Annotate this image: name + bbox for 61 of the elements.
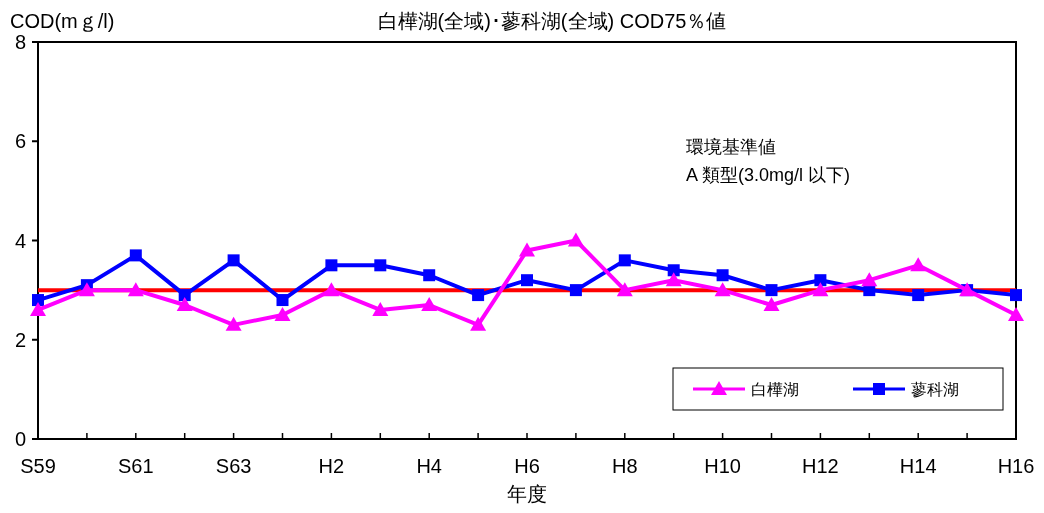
y-tick-label: 0 xyxy=(14,428,26,450)
point xyxy=(225,316,242,331)
y-tick-label: 8 xyxy=(14,31,26,53)
point xyxy=(667,264,680,277)
x-tick-label: H6 xyxy=(514,455,540,477)
point xyxy=(129,249,142,262)
y-axis-title: COD(mｇ/l) xyxy=(10,10,115,32)
point xyxy=(127,282,144,297)
point xyxy=(861,272,878,287)
x-tick-label: S59 xyxy=(20,455,56,477)
x-tick-label: H14 xyxy=(899,455,937,477)
legend-label: 白樺湖 xyxy=(751,380,799,398)
point xyxy=(421,297,438,312)
chart-title: 白樺湖(全域)･蓼科湖(全域) COD75％値 xyxy=(377,10,727,32)
annotation: 環境基準値 xyxy=(686,137,776,157)
point xyxy=(372,301,389,316)
y-tick-label: 6 xyxy=(14,130,26,153)
point xyxy=(1010,289,1022,302)
y-tick-label: 4 xyxy=(14,229,26,252)
point xyxy=(567,232,584,247)
x-tick-label: H2 xyxy=(318,455,345,477)
point xyxy=(472,289,485,302)
point xyxy=(325,259,338,272)
x-tick-label: H10 xyxy=(704,455,741,477)
point xyxy=(423,269,436,282)
point xyxy=(176,297,193,312)
point xyxy=(714,282,731,297)
x-tick-label: S61 xyxy=(118,455,154,477)
point xyxy=(276,294,289,307)
point xyxy=(716,269,729,282)
point xyxy=(521,274,533,287)
point xyxy=(78,282,95,297)
point xyxy=(374,259,387,272)
x-axis-title: 年度 xyxy=(507,483,547,505)
point xyxy=(910,257,927,272)
annotation: A 類型(3.0mg/l 以下) xyxy=(686,165,851,185)
point xyxy=(1008,306,1024,321)
point xyxy=(519,242,535,257)
point xyxy=(814,274,827,287)
point xyxy=(323,282,340,297)
x-tick-label: H12 xyxy=(802,455,839,477)
point xyxy=(569,284,582,297)
point xyxy=(178,289,191,302)
point xyxy=(616,282,633,297)
x-tick-label: H8 xyxy=(612,455,638,477)
point xyxy=(665,272,682,287)
point xyxy=(30,301,46,316)
x-tick-label: S63 xyxy=(215,455,252,477)
y-tick-label: 2 xyxy=(14,328,26,351)
point xyxy=(765,284,778,297)
legend-label: 蓼科湖 xyxy=(911,380,959,398)
point xyxy=(812,282,829,297)
point xyxy=(763,297,780,312)
point xyxy=(912,289,925,302)
point xyxy=(227,254,240,267)
point xyxy=(470,316,487,331)
point xyxy=(32,294,44,307)
x-tick-label: H4 xyxy=(416,455,442,477)
point xyxy=(274,306,291,321)
point xyxy=(618,254,631,267)
x-tick-label: H16 xyxy=(997,455,1035,477)
